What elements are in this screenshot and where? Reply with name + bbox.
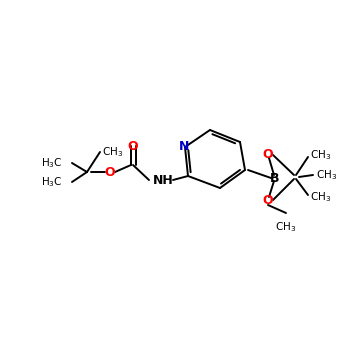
Text: H$_3$C: H$_3$C <box>41 175 63 189</box>
Text: O: O <box>263 148 273 161</box>
Text: CH$_3$: CH$_3$ <box>316 168 337 182</box>
Text: H$_3$C: H$_3$C <box>41 156 63 170</box>
Text: O: O <box>128 140 138 153</box>
Text: O: O <box>263 194 273 206</box>
Text: CH$_3$: CH$_3$ <box>310 148 331 162</box>
Text: CH$_3$: CH$_3$ <box>310 190 331 204</box>
Text: B: B <box>270 172 280 184</box>
Text: O: O <box>105 166 115 178</box>
Text: N: N <box>179 140 189 153</box>
Text: CH$_3$: CH$_3$ <box>102 145 123 159</box>
Text: NH: NH <box>153 174 173 187</box>
Text: CH$_3$: CH$_3$ <box>275 220 296 234</box>
